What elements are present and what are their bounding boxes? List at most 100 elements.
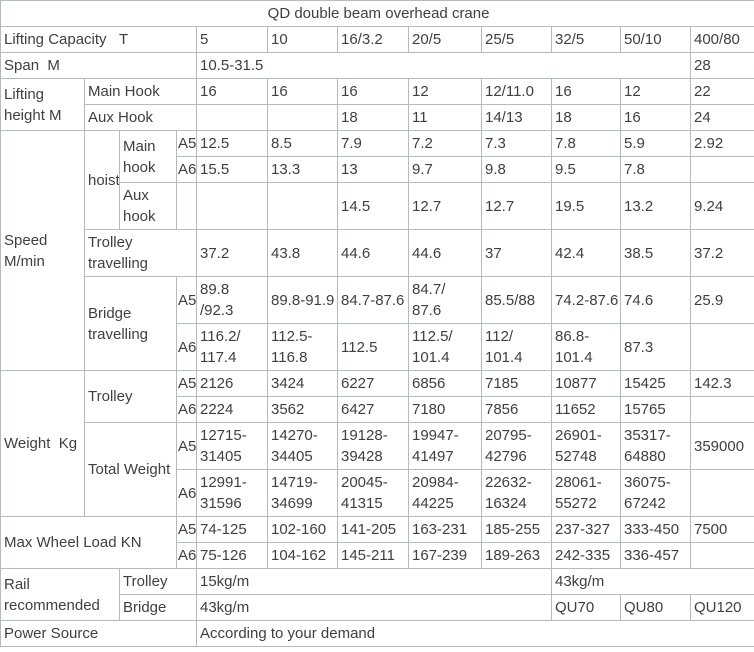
spec-cell: 142.3	[689, 370, 754, 397]
spec-cell: 5	[196, 26, 268, 53]
spec-row: Span M 10.5-31.5 28	[0, 52, 754, 79]
grade-label: A6	[176, 469, 197, 517]
spec-cell: 6227	[337, 370, 409, 397]
row-label-weight: Weight Kg	[0, 370, 85, 517]
spec-cell: 32/5	[551, 26, 621, 53]
spec-cell: QU70	[551, 594, 621, 621]
spec-cell: 12	[620, 78, 691, 105]
spec-cell: 20/5	[408, 26, 482, 53]
spec-cell: 28	[689, 52, 754, 79]
spec-cell: 50/10	[620, 26, 691, 53]
grade-label: A6	[176, 542, 197, 569]
spec-cell: 43kg/m	[196, 594, 552, 621]
spec-cell: 167-239	[408, 542, 482, 569]
spec-row: Bridge travelling A5 89.8 /92.3 89.8-91.9 84…	[1, 276, 754, 371]
spec-cell: 145-211	[337, 542, 409, 569]
spec-cell: 7856	[481, 396, 552, 423]
spec-cell: 9.7	[408, 156, 482, 183]
grade-label: A5	[176, 276, 197, 324]
row-label-weight-trolley: Trolley	[84, 370, 177, 423]
spec-cell: 19128- 39428	[337, 422, 409, 470]
row-label-hoist-main-hook: Main hook	[119, 130, 177, 183]
spec-row: Lifting height M Main Hook 16 16 16 12 12/11.0…	[0, 78, 754, 131]
spec-cell: 25/5	[481, 26, 552, 53]
spec-cell: 84.7-87.6	[337, 276, 409, 324]
spec-cell: 112.5	[337, 323, 409, 371]
spec-cell	[196, 182, 268, 230]
row-label-lifting-capacity: Lifting Capacity T	[0, 26, 197, 53]
row-label-speed: Speed M/min	[0, 130, 85, 371]
spec-cell: 74.6	[620, 276, 691, 324]
spec-row: Aux Hook 18 11 14/13 18 16 24	[1, 104, 754, 131]
spec-cell: 7185	[481, 370, 552, 397]
spec-cell: 15kg/m	[196, 568, 552, 595]
spec-row: Max Wheel Load KN A5 74-125 102-160 141-205 1…	[0, 516, 754, 569]
spec-cell: 43kg/m	[550, 568, 754, 595]
spec-cell: 333-450	[620, 516, 691, 543]
spec-cell: 237-327	[551, 516, 621, 543]
spec-cell: 18	[337, 104, 409, 131]
spec-cell: 13.2	[620, 182, 691, 230]
row-label-total-weight: Total Weight	[84, 422, 177, 517]
spec-cell: 8.5	[267, 130, 338, 157]
spec-cell	[689, 542, 754, 569]
spec-cell: 189-263	[481, 542, 552, 569]
spec-cell: 12.7	[408, 182, 482, 230]
row-label-aux-hook: Aux Hook	[84, 104, 197, 131]
row-label-rail-bridge: Bridge	[119, 594, 197, 621]
spec-cell: 37	[481, 229, 552, 277]
spec-cell	[196, 104, 268, 131]
spec-row: A6 75-126 104-162 145-211 167-239 189-263 242-…	[1, 542, 754, 569]
spec-cell: 14.5	[337, 182, 409, 230]
spec-cell: 112.5- 116.8	[267, 323, 338, 371]
spec-cell: 85.5/88	[481, 276, 552, 324]
spec-cell	[176, 182, 197, 230]
spec-row: QD double beam overhead crane	[0, 0, 754, 27]
spec-cell: QU120	[689, 594, 754, 621]
spec-cell: 22	[689, 78, 754, 105]
spec-cell: 112.5/ 101.4	[408, 323, 482, 371]
spec-row: Bridge 43kg/m QU70 QU80 QU120	[1, 594, 754, 621]
spec-cell: 10.5-31.5	[196, 52, 691, 79]
row-label-lifting-height: Lifting height M	[0, 78, 85, 131]
spec-cell: 13.3	[267, 156, 338, 183]
spec-cell: 89.8-91.9	[267, 276, 338, 324]
spec-cell: 13	[337, 156, 409, 183]
row-label-hoist-aux-hook: Aux hook	[119, 182, 177, 230]
spec-cell: 25.9	[689, 276, 754, 324]
spec-cell: 26901- 52748	[551, 422, 621, 470]
spec-cell: 12.5	[196, 130, 268, 157]
row-label-span: Span M	[0, 52, 197, 79]
spec-cell: According to your demand	[195, 620, 754, 647]
spec-row: A6 15.5 13.3 13 9.7 9.8 9.5 7.8	[1, 156, 754, 183]
spec-cell: 74-125	[196, 516, 268, 543]
spec-row: Rail recommended Trolley 15kg/m 43kg/m	[0, 568, 754, 621]
table-title: QD double beam overhead crane	[0, 0, 754, 27]
spec-cell: 9.5	[551, 156, 621, 183]
spec-cell: 3424	[267, 370, 338, 397]
spec-cell: QU80	[620, 594, 691, 621]
spec-cell: 102-160	[267, 516, 338, 543]
spec-cell: 19.5	[551, 182, 621, 230]
spec-cell: 15765	[620, 396, 691, 423]
spec-cell: 6856	[408, 370, 482, 397]
spec-cell: 9.8	[481, 156, 552, 183]
spec-cell: 15425	[620, 370, 691, 397]
spec-cell: 74.2-87.6	[551, 276, 621, 324]
spec-cell	[689, 323, 754, 371]
spec-cell: 2224	[196, 396, 268, 423]
grade-label: A6	[176, 156, 197, 183]
spec-cell: 7.8	[551, 130, 621, 157]
spec-cell: 20795- 42796	[481, 422, 552, 470]
spec-row: Speed M/min hoist Main hook A5 12.5 8.5 7.9 7.2…	[0, 130, 754, 371]
grade-label: A6	[176, 396, 197, 423]
spec-cell: 16	[620, 104, 691, 131]
spec-cell: 12715- 31405	[196, 422, 268, 470]
spec-cell: 89.8 /92.3	[196, 276, 268, 324]
spec-cell	[689, 469, 754, 517]
spec-cell: 2.92	[689, 130, 754, 157]
spec-cell: 163-231	[408, 516, 482, 543]
